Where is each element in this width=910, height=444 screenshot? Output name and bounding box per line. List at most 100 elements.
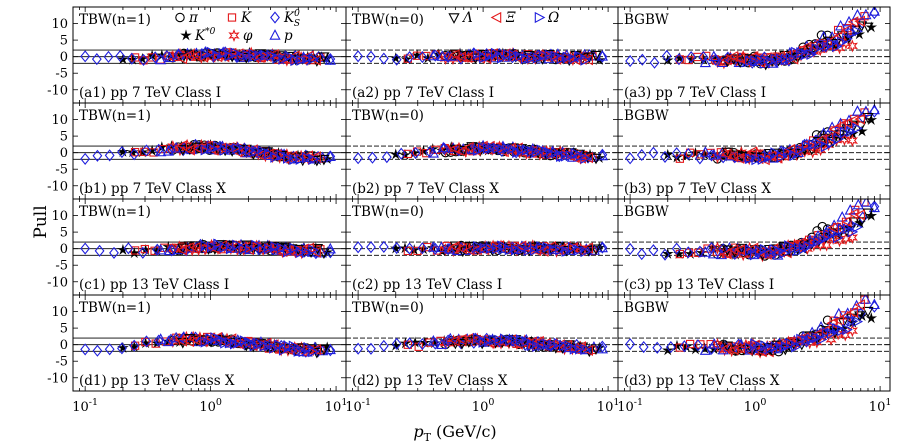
point-triangle-up: [164, 244, 176, 256]
panel-r2-c1: TBW(n=1) (b1) pp 7 TeV Class X: [72, 102, 347, 200]
point-star5: [128, 247, 141, 259]
point-star6: [447, 334, 460, 348]
point-diamond: [404, 51, 415, 64]
point-triangle-right: [521, 335, 533, 347]
point-triangle-right: [550, 50, 562, 62]
point-triangle-up: [436, 338, 448, 349]
point-square: [696, 150, 705, 159]
y-tick-label: 5: [60, 322, 68, 337]
legend-marker-triangle-up: [269, 29, 281, 40]
legend-marker-triangle-down: [448, 13, 460, 24]
point-triangle-right: [302, 246, 313, 259]
point-triangle-right: [514, 50, 526, 63]
panel-label: (c1) pp 13 TeV Class I: [79, 277, 229, 293]
point-triangle-up: [324, 343, 336, 355]
point-diamond: [636, 248, 647, 261]
panel-r1-c3: BGBW (a3) pp 7 TeV Class I: [617, 6, 891, 104]
point-triangle-right: [510, 334, 522, 347]
point-triangle-up: [860, 105, 872, 117]
y-tick-label: 0: [60, 50, 68, 65]
y-tick-label: -10: [47, 275, 68, 290]
point-triangle-right: [212, 50, 224, 62]
point-triangle-left: [544, 50, 555, 62]
point-triangle-right: [553, 337, 565, 349]
panel-r1-c1: TBW(n=1) (a1) pp 7 TeV Class I: [72, 6, 347, 104]
point-triangle-right: [832, 232, 844, 244]
point-star6: [840, 232, 852, 246]
point-star6: [735, 146, 747, 160]
point-triangle-right: [529, 244, 541, 256]
point-triangle-right: [775, 53, 787, 65]
point-diamond: [391, 53, 402, 66]
point-triangle-right: [847, 27, 858, 39]
point-diamond: [150, 51, 161, 64]
point-triangle-left: [754, 56, 765, 68]
point-diamond: [129, 339, 140, 352]
data-markers: [625, 103, 880, 166]
point-triangle-right: [295, 246, 307, 259]
data-markers: [80, 330, 336, 359]
point-triangle-right: [213, 238, 224, 250]
point-triangle-right: [290, 54, 302, 67]
point-triangle-right: [236, 50, 248, 62]
point-triangle-right: [542, 339, 554, 351]
point-diamond: [366, 50, 376, 63]
point-diamond: [104, 149, 115, 162]
panel-model-title: BGBW: [624, 204, 669, 220]
point-triangle-right: [248, 48, 260, 60]
point-diamond: [115, 49, 126, 63]
point-triangle-left: [801, 236, 812, 248]
point-diamond: [141, 144, 152, 157]
point-triangle-right: [260, 49, 272, 61]
point-triangle-left: [176, 53, 188, 65]
y-tick-label: -10: [47, 83, 68, 98]
point-triangle-right: [270, 151, 281, 163]
point-diamond: [117, 146, 127, 159]
point-triangle-left: [834, 29, 845, 42]
data-markers: [625, 295, 880, 359]
point-triangle-right: [820, 140, 832, 153]
point-triangle-right: [562, 51, 574, 64]
point-triangle-left: [781, 247, 792, 259]
point-triangle-up: [576, 149, 589, 160]
point-triangle-right: [770, 147, 782, 159]
legend-marker-star6: [228, 28, 240, 43]
point-triangle-left: [218, 51, 230, 63]
point-diamond: [123, 242, 134, 255]
point-triangle-right: [254, 50, 266, 62]
point-diamond: [683, 246, 694, 259]
point-square: [684, 55, 693, 65]
point-triangle-right: [827, 136, 838, 149]
point-triangle-right: [832, 323, 843, 335]
point-triangle-right: [770, 53, 782, 65]
point-triangle-right: [213, 140, 224, 152]
point-triangle-up: [427, 241, 439, 252]
point-triangle-right: [511, 244, 522, 256]
point-triangle-right: [765, 55, 777, 67]
point-triangle-up: [868, 201, 880, 213]
point-triangle-left: [231, 146, 243, 158]
legend-item-square: K: [227, 10, 252, 26]
point-triangle-right: [795, 144, 807, 156]
point-diamond: [80, 152, 91, 165]
point-triangle-down: [456, 338, 468, 350]
y-tick-label: -5: [55, 259, 68, 274]
y-tick-label: -10: [47, 371, 68, 386]
point-star5: [117, 243, 129, 255]
point-triangle-right: [257, 244, 269, 256]
panel-label: (d3) pp 13 TeV Class X: [624, 373, 780, 389]
y-tick-label: -5: [55, 355, 68, 370]
point-diamond: [417, 242, 428, 255]
point-diamond: [430, 49, 441, 62]
point-triangle-right: [770, 341, 782, 353]
point-triangle-left: [183, 242, 194, 254]
point-diamond: [706, 342, 717, 355]
point-triangle-left: [310, 343, 321, 356]
point-triangle-right: [852, 315, 864, 328]
x-tick-label: 101: [597, 397, 620, 415]
point-diamond: [353, 152, 364, 165]
point-triangle-right: [760, 340, 772, 352]
panel-frame: [617, 294, 891, 392]
point-triangle-right: [780, 53, 792, 65]
point-diamond: [137, 246, 148, 259]
